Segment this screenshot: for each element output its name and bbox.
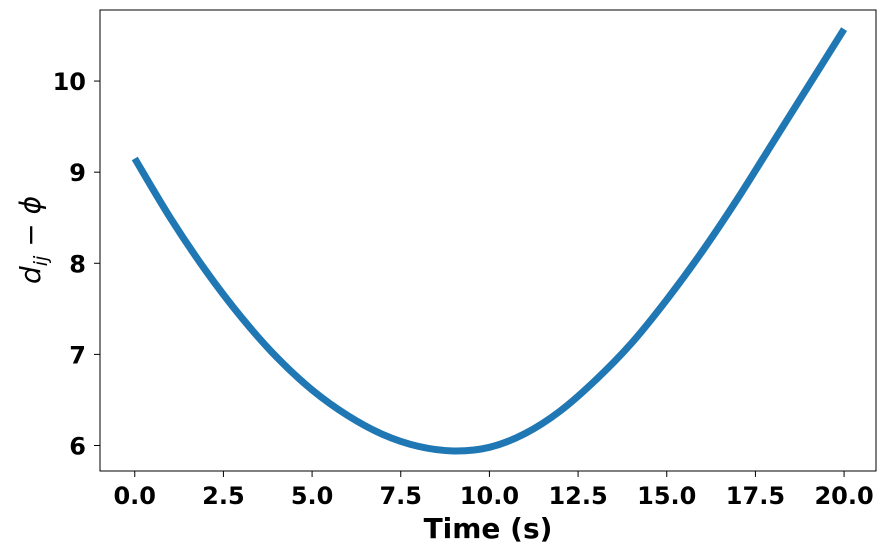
y-axis-title-base: d [14, 266, 47, 284]
x-axis-title: Time (s) [424, 512, 553, 545]
series-layer [131, 27, 848, 455]
y-tick-label: 8 [69, 250, 86, 278]
y-tick-label: 7 [69, 341, 86, 369]
y-axis-ticks: 6 7 8 9 10 [53, 68, 100, 460]
x-tick-label: 5.0 [291, 482, 334, 510]
plot-frame [99, 9, 877, 472]
y-axis-title-sub: ij [30, 255, 52, 266]
y-tick-label: 9 [69, 159, 86, 187]
x-tick-label: 20.0 [814, 482, 873, 510]
y-axis-title: dij − ϕ [14, 196, 52, 284]
y-tick-label: 6 [69, 432, 86, 460]
y-tick-label: 10 [53, 68, 86, 96]
x-tick-label: 0.0 [113, 482, 156, 510]
x-tick-label: 7.5 [379, 482, 422, 510]
x-tick-label: 12.5 [548, 482, 607, 510]
series-line [131, 27, 848, 455]
x-tick-label: 15.0 [637, 482, 696, 510]
x-tick-label: 10.0 [460, 482, 519, 510]
x-tick-label: 2.5 [202, 482, 245, 510]
y-axis-title-rest: − ϕ [14, 196, 47, 256]
x-axis-ticks: 0.0 2.5 5.0 7.5 10.0 12.5 15.0 17.5 20.0 [113, 471, 874, 510]
svg-text:dij − ϕ: dij − ϕ [14, 196, 52, 284]
x-tick-label: 17.5 [726, 482, 785, 510]
